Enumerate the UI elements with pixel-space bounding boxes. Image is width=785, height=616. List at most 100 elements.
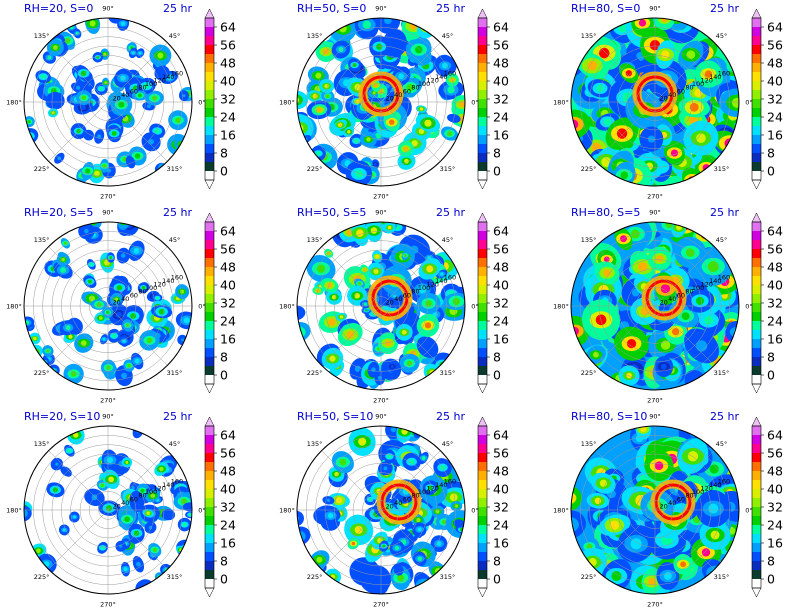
colorbar-segment — [752, 366, 761, 375]
colorbar-tick-label: 0 — [767, 368, 775, 383]
field-blob — [109, 256, 113, 259]
grid-spoke — [48, 305, 109, 366]
colorbar-segment — [478, 444, 487, 453]
field-blob — [351, 541, 356, 546]
angle-tick-label: 315° — [440, 165, 456, 173]
colorbar-tick-label: 32 — [767, 92, 783, 107]
colorbar-segment — [752, 552, 761, 561]
colorbar-segment — [752, 435, 761, 444]
radial-tick-label: 160 — [444, 477, 456, 485]
grid-spoke — [595, 42, 656, 103]
field-blob — [64, 469, 68, 474]
colorbar-segment — [205, 267, 214, 276]
field-blob — [125, 460, 129, 464]
colorbar-segment — [478, 117, 487, 126]
colorbar-segment — [752, 303, 761, 312]
field-blob — [373, 162, 377, 166]
colorbar-segment — [752, 36, 761, 45]
grid-spoke — [321, 101, 382, 162]
colorbar-tick-label: 48 — [220, 56, 236, 71]
colorbar: 0 8 16 24 32 40 48 56 64 — [477, 212, 509, 394]
colorbar-segment — [205, 36, 214, 45]
colorbar-tick-label: 40 — [493, 74, 509, 89]
colorbar-tick-label: 32 — [493, 92, 509, 107]
colorbar-segment — [752, 162, 761, 171]
colorbar-segment — [205, 525, 214, 534]
field-blob — [731, 97, 739, 108]
field-blob — [618, 24, 627, 33]
field-blob — [73, 432, 79, 438]
radial-tick-label: 80 — [411, 288, 419, 296]
angle-tick-label: 225° — [581, 573, 597, 581]
panel-time: 25 hr — [163, 410, 192, 423]
angle-tick-label: 90° — [649, 5, 661, 13]
angle-tick-label: 0° — [198, 507, 205, 515]
angle-tick-label: 180° — [279, 507, 295, 515]
field-blob — [598, 47, 610, 59]
field-blob — [329, 355, 336, 362]
field-blob — [625, 70, 633, 77]
field-blob — [638, 19, 647, 27]
colorbar-segment — [205, 135, 214, 144]
field-blob — [354, 138, 359, 143]
colorbar-segment — [478, 153, 487, 162]
angle-tick-label: 135° — [34, 32, 50, 40]
colorbar-segment — [478, 480, 487, 489]
radial-tick-label: 60 — [130, 291, 138, 299]
panel-time: 25 hr — [710, 206, 739, 219]
angle-tick-label: 0° — [198, 99, 205, 107]
field-blob — [648, 577, 656, 586]
radial-tick-label: 80 — [138, 84, 146, 92]
field-blob — [103, 52, 107, 56]
grid-spoke — [380, 246, 441, 307]
colorbar-tick-label: 56 — [767, 446, 783, 461]
colorbar-segment — [752, 126, 761, 135]
field-blob — [383, 466, 388, 471]
panel-title: RH=80, S=0 — [571, 2, 640, 15]
colorbar-tick-label: 32 — [220, 500, 236, 515]
angle-tick-label: 45° — [169, 440, 181, 448]
colorbar-segment — [205, 240, 214, 249]
colorbar-extend-max — [204, 8, 215, 19]
colorbar-tick-label: 16 — [767, 332, 783, 347]
colorbar-segment — [478, 258, 487, 267]
grid-spoke — [595, 509, 656, 570]
field-blob — [449, 493, 458, 502]
colorbar-segment — [752, 543, 761, 552]
field-blob — [70, 371, 77, 377]
grid-spoke — [380, 305, 441, 366]
panel-time: 25 hr — [710, 410, 739, 423]
field-blob — [140, 488, 145, 493]
colorbar-segment — [205, 54, 214, 63]
field-blob — [134, 153, 141, 159]
colorbar-segment — [478, 525, 487, 534]
field-blob — [146, 337, 153, 344]
radial-tick-label: 40 — [668, 295, 676, 303]
panel-time: 25 hr — [436, 206, 465, 219]
angle-tick-label: 45° — [169, 236, 181, 244]
grid-spoke — [48, 246, 109, 307]
field-blob — [403, 146, 409, 152]
field-blob — [24, 508, 28, 518]
field-blob — [699, 172, 706, 179]
angle-tick-label: 45° — [169, 32, 181, 40]
field-blob — [366, 137, 371, 142]
radial-tick-label: 160 — [718, 69, 730, 77]
panel-title: RH=80, S=5 — [571, 206, 640, 219]
field-blob — [387, 454, 392, 459]
field-blob — [421, 456, 426, 460]
colorbar-segment — [205, 27, 214, 36]
angle-tick-label: 135° — [581, 236, 597, 244]
panel-5: 20 40 60 801001201401600°45°90°135°180°225°… — [279, 206, 509, 405]
field-blob — [64, 37, 71, 44]
field-blob — [708, 503, 719, 514]
field-blob — [452, 297, 461, 306]
radial-tick-label: 100 — [145, 284, 157, 292]
field-blob — [143, 83, 149, 89]
field-blob — [390, 39, 399, 48]
radial-tick-label: 80 — [138, 492, 146, 500]
colorbar-tick-label: 56 — [493, 446, 509, 461]
field-blob — [571, 494, 572, 502]
colorbar-tick-label: 24 — [493, 314, 509, 329]
colorbar-tick-label: 16 — [493, 536, 509, 551]
